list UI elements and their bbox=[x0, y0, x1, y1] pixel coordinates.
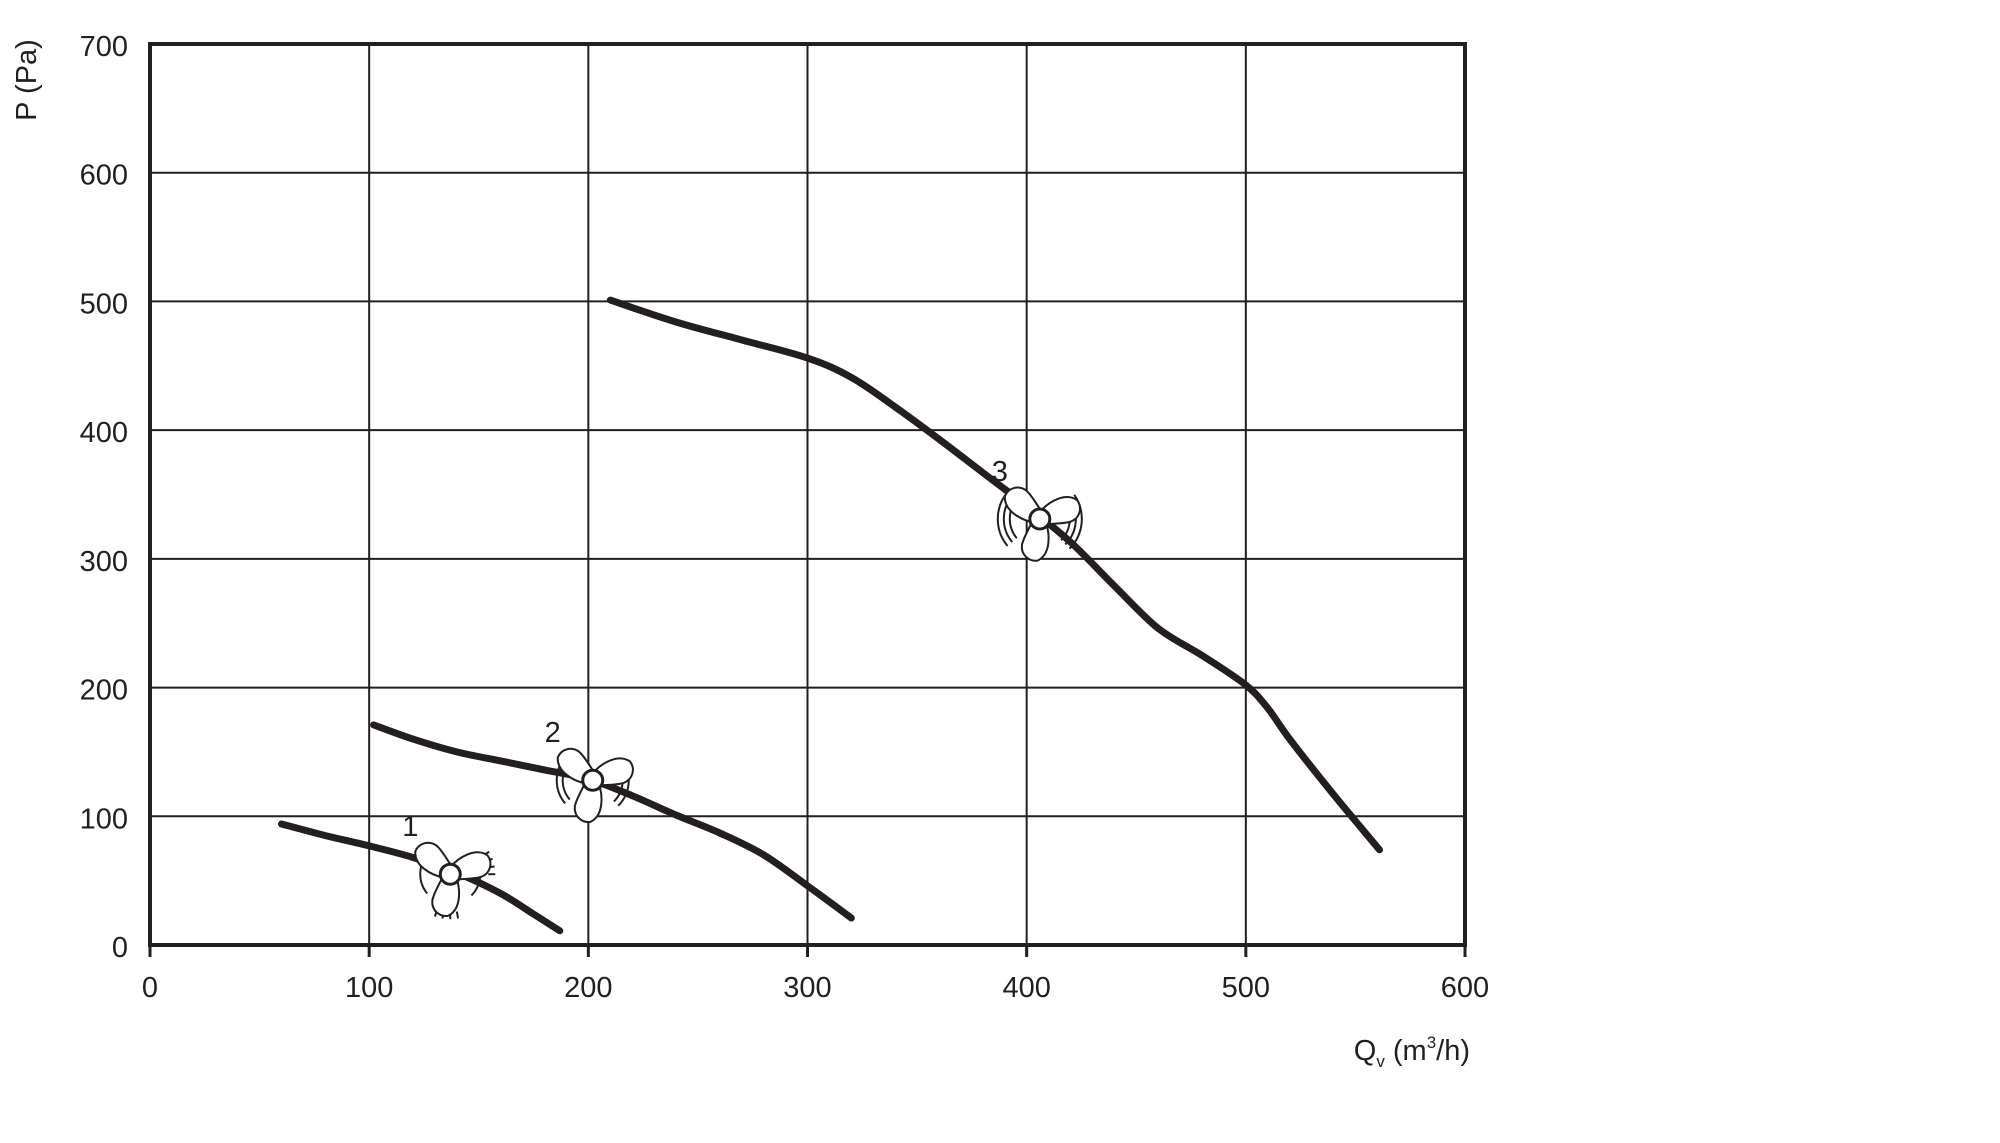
x-tick-label: 200 bbox=[564, 972, 612, 1004]
labels: 0 100 200 300 400 500 600 0 100 200 300 400 500 600 70… bbox=[80, 31, 1490, 1004]
y-tick-label: 300 bbox=[80, 546, 128, 578]
y-tick-label: 600 bbox=[80, 160, 128, 192]
fan-hub bbox=[1028, 507, 1052, 531]
curve-label-3: 3 bbox=[992, 456, 1008, 488]
x-tick-label: 0 bbox=[142, 972, 158, 1004]
y-tick-label: 500 bbox=[80, 288, 128, 320]
ticks bbox=[148, 945, 1467, 957]
x-tick-label: 100 bbox=[345, 972, 393, 1004]
y-tick-label: 100 bbox=[80, 803, 128, 835]
x-tick-label: 300 bbox=[783, 972, 831, 1004]
fan-hub bbox=[438, 862, 462, 886]
y-tick-label: 700 bbox=[80, 31, 128, 63]
curves bbox=[278, 296, 1383, 935]
fan-icon-1 bbox=[414, 841, 496, 920]
fan-icon-2 bbox=[555, 747, 634, 823]
x-axis-label-unit-post: /h) bbox=[1436, 1035, 1470, 1067]
curve-label-2: 2 bbox=[545, 717, 561, 749]
y-tick-label: 200 bbox=[80, 675, 128, 707]
fan-markers bbox=[414, 486, 1083, 920]
grid bbox=[150, 44, 1465, 945]
x-tick-label: 500 bbox=[1222, 972, 1270, 1004]
curve-3 bbox=[606, 296, 1383, 854]
x-tick-label: 600 bbox=[1441, 972, 1489, 1004]
y-tick-label: 400 bbox=[80, 417, 128, 449]
x-axis-label-superscript: 3 bbox=[1427, 1033, 1436, 1052]
x-axis-label-subscript: v bbox=[1376, 1052, 1385, 1071]
x-axis-label-main: Q bbox=[1354, 1035, 1377, 1067]
curve-2 bbox=[370, 721, 855, 922]
y-axis-label: P (Pa) bbox=[11, 39, 43, 121]
curve-label-1: 1 bbox=[402, 811, 418, 843]
x-axis-label-unit-pre: (m bbox=[1385, 1035, 1427, 1067]
x-tick-label: 400 bbox=[1002, 972, 1050, 1004]
y-tick-label: 0 bbox=[112, 932, 128, 964]
fan-icon-3 bbox=[996, 486, 1083, 562]
hatch-mark bbox=[455, 911, 460, 919]
x-axis-label: Qv (m3/h) bbox=[1354, 1033, 1470, 1071]
fan-hub bbox=[581, 768, 605, 792]
